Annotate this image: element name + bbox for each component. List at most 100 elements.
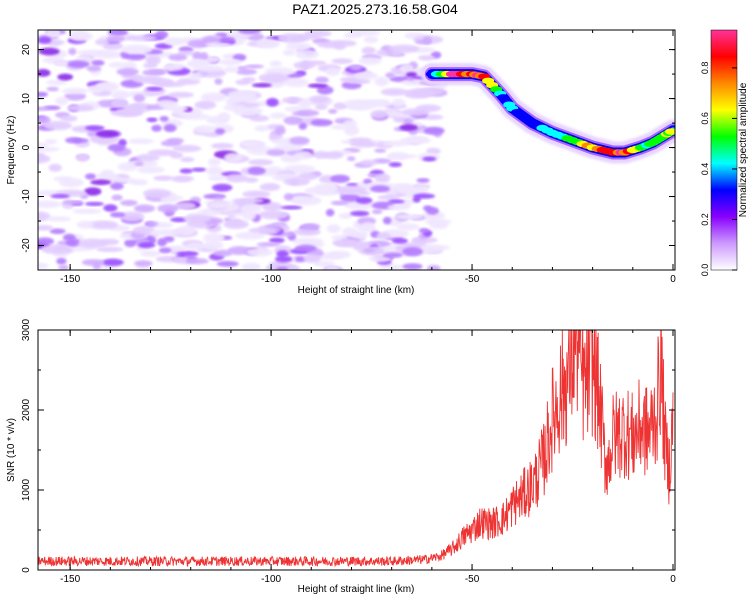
spectrogram-noise-blob <box>168 53 188 61</box>
spectrogram-noise-blob <box>241 262 261 270</box>
spectrogram-noise-blob <box>394 185 417 193</box>
colorbar-gradient <box>711 30 737 270</box>
spectrogram-noise-blob <box>116 67 139 76</box>
spectrogram-noise-blob <box>165 105 189 112</box>
spectrogram-noise-blob <box>280 205 303 210</box>
spectrogram-noise-blob <box>208 202 231 209</box>
spectrogram-noise-blob <box>313 151 329 159</box>
spectrogram-noise-blob <box>293 256 307 263</box>
colorbar-tick-label: 0.8 <box>700 62 710 75</box>
spectrogram-noise-blob <box>72 208 102 215</box>
spectrogram-noise-blob <box>46 86 59 92</box>
spectrogram-x-tick-label: -50 <box>465 274 480 285</box>
spectrogram-noise-blob <box>136 166 165 174</box>
snr-y-label: SNR (10 * v/v) <box>6 418 17 482</box>
snr-x-tick-label: 0 <box>670 574 676 585</box>
snr-y-tick-label: 2000 <box>21 398 32 421</box>
spectrogram-noise-blob <box>295 49 319 60</box>
spectrogram-noise-blob <box>134 260 153 267</box>
spectrogram-noise-blob <box>227 246 251 256</box>
spectrogram-noise-blob <box>402 263 423 270</box>
spectrogram-noise-blob <box>182 113 210 120</box>
spectrogram-noise-blob <box>325 67 340 77</box>
spectrogram-noise-blob <box>188 71 203 81</box>
spectrogram-noise-blob <box>423 126 445 135</box>
spectrogram-noise-blob <box>238 30 262 35</box>
spectrogram-noise-blob <box>180 156 195 163</box>
spectrogram-noise-blob <box>216 260 239 267</box>
spectrogram-noise-blob <box>372 158 392 164</box>
spectrogram-frame <box>37 29 676 271</box>
spectrogram-noise-blob <box>132 225 156 235</box>
spectrogram-noise-blob <box>248 159 274 166</box>
spectrogram-noise-blob <box>402 247 423 257</box>
snr-chart: -150 -100 -50 0 0 1000 2000 3000 Height of stra… <box>6 318 676 595</box>
spectrogram-noise-blob <box>173 202 197 210</box>
spectrogram-noise-blob <box>211 142 234 150</box>
spectrogram-noise-blob <box>350 230 369 239</box>
spectrogram-noise-blob <box>412 88 444 96</box>
spectrogram-noise-blob <box>157 204 179 213</box>
spectrogram-noise-blob <box>422 156 437 162</box>
spectrogram-noise-blob <box>219 58 242 66</box>
spectrogram-noise-blob <box>214 78 223 85</box>
spectrogram-y-tick-label: 20 <box>21 44 32 56</box>
spectrogram-noise-blob <box>191 167 207 172</box>
spectrogram-noise-blob <box>338 212 353 219</box>
spectrogram-noise-blob <box>429 221 449 230</box>
spectrogram-noise-blob <box>360 159 378 166</box>
snr-x-tick-label: -150 <box>60 574 80 585</box>
spectrogram-noise-blob <box>294 244 317 252</box>
spectrogram-noise-blob <box>213 249 233 257</box>
spectrogram-noise-blob <box>333 102 347 110</box>
spectrogram-noise-blob <box>84 201 105 207</box>
spectrogram-noise-blob <box>146 117 158 123</box>
spectrogram-noise-blob <box>145 86 163 91</box>
spectrogram-noise-blob <box>269 60 282 67</box>
snr-y-tick-label: 0 <box>21 567 32 573</box>
spectrogram-noise-blob <box>227 90 257 100</box>
spectrogram-noise-blob <box>94 38 110 46</box>
spectrogram-noise-blob <box>328 108 338 114</box>
snr-series-line <box>38 330 674 568</box>
spectrogram-noise-blob <box>133 94 146 103</box>
spectrogram-noise-blob <box>377 194 401 201</box>
spectrogram-noise-blob <box>298 122 307 130</box>
spectrogram-noise-blob <box>136 153 160 162</box>
spectrogram-x-tick-label: 0 <box>670 274 676 285</box>
spectrogram-y-tick-label: -20 <box>21 238 32 253</box>
spectrogram-noise-blob <box>72 138 89 143</box>
spectrogram-noise-blob <box>120 44 153 55</box>
spectrogram-noise-blob <box>391 98 406 108</box>
spectrogram-noise-blob <box>116 177 137 184</box>
spectrogram-noise-blob <box>388 162 402 168</box>
spectrogram-noise-blob <box>124 52 146 61</box>
spectrogram-noise-blob <box>314 183 339 192</box>
spectrogram-noise-blob <box>234 231 265 240</box>
spectrogram-y-label: Frequency (Hz) <box>6 116 17 185</box>
spectrogram-noise-blob <box>333 42 346 50</box>
spectrogram-noise-blob <box>405 72 418 78</box>
spectrogram-noise-blob <box>38 36 52 44</box>
spectrogram-noise-blob <box>102 42 124 51</box>
spectrogram-noise-blob <box>163 124 177 132</box>
spectrogram-noise-blob <box>285 42 312 51</box>
spectrogram-noise-blob <box>81 259 105 266</box>
spectrogram-noise-blob <box>247 166 266 176</box>
spectrogram-noise-blob <box>422 205 433 212</box>
spectrogram-noise-blob <box>291 111 311 116</box>
spectrogram-noise-blob <box>387 204 410 211</box>
spectrogram-noise-blob <box>303 254 322 263</box>
spectrogram-noise-blob <box>128 138 154 145</box>
spectrogram-noise-blob <box>76 49 107 56</box>
spectrogram-y-tick-label: 0 <box>21 144 32 150</box>
spectrogram-noise-blob <box>413 185 429 194</box>
spectrogram-noise-blob <box>109 211 126 218</box>
spectrogram-noise-blob <box>419 245 444 254</box>
spectrogram-noise-blob <box>125 35 157 42</box>
spectrogram-noise-blob <box>242 76 256 83</box>
spectrogram-noise-blob <box>330 234 348 241</box>
spectrogram-noise-blob <box>211 183 233 192</box>
spectrogram-noise-blob <box>69 31 93 42</box>
